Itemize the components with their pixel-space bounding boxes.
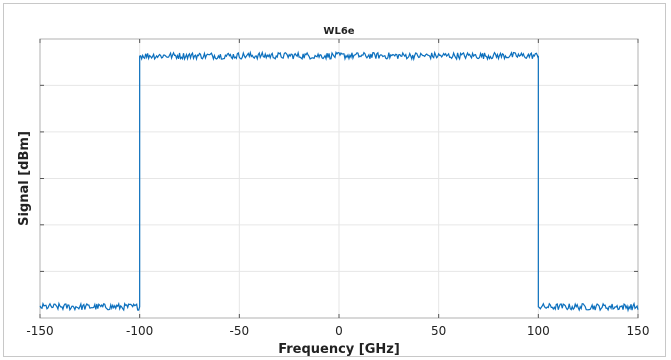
chart-title: WL6e (323, 26, 354, 37)
x-tick-label: 150 (627, 324, 650, 338)
x-tick-group: -150 -100 -50 0 50 100 150 (26, 39, 649, 338)
x-tick-label: -50 (230, 324, 250, 338)
x-tick-label: 100 (527, 324, 550, 338)
x-tick-label: 50 (431, 324, 446, 338)
line-chart: -150 -100 -50 0 50 100 150 WL6e Frequency [GHz… (17, 26, 649, 357)
x-axis-label: Frequency [GHz] (278, 342, 400, 357)
x-tick-label: -100 (126, 324, 153, 338)
x-tick-label: -150 (26, 324, 53, 338)
signal-series-line (39, 50, 639, 313)
y-axis-label: Signal [dBm] (17, 131, 32, 226)
y-tick-marks (40, 84, 638, 272)
chart-frame: -150 -100 -50 0 50 100 150 WL6e Frequency [GHz… (3, 3, 666, 357)
x-tick-label: 0 (335, 324, 343, 338)
